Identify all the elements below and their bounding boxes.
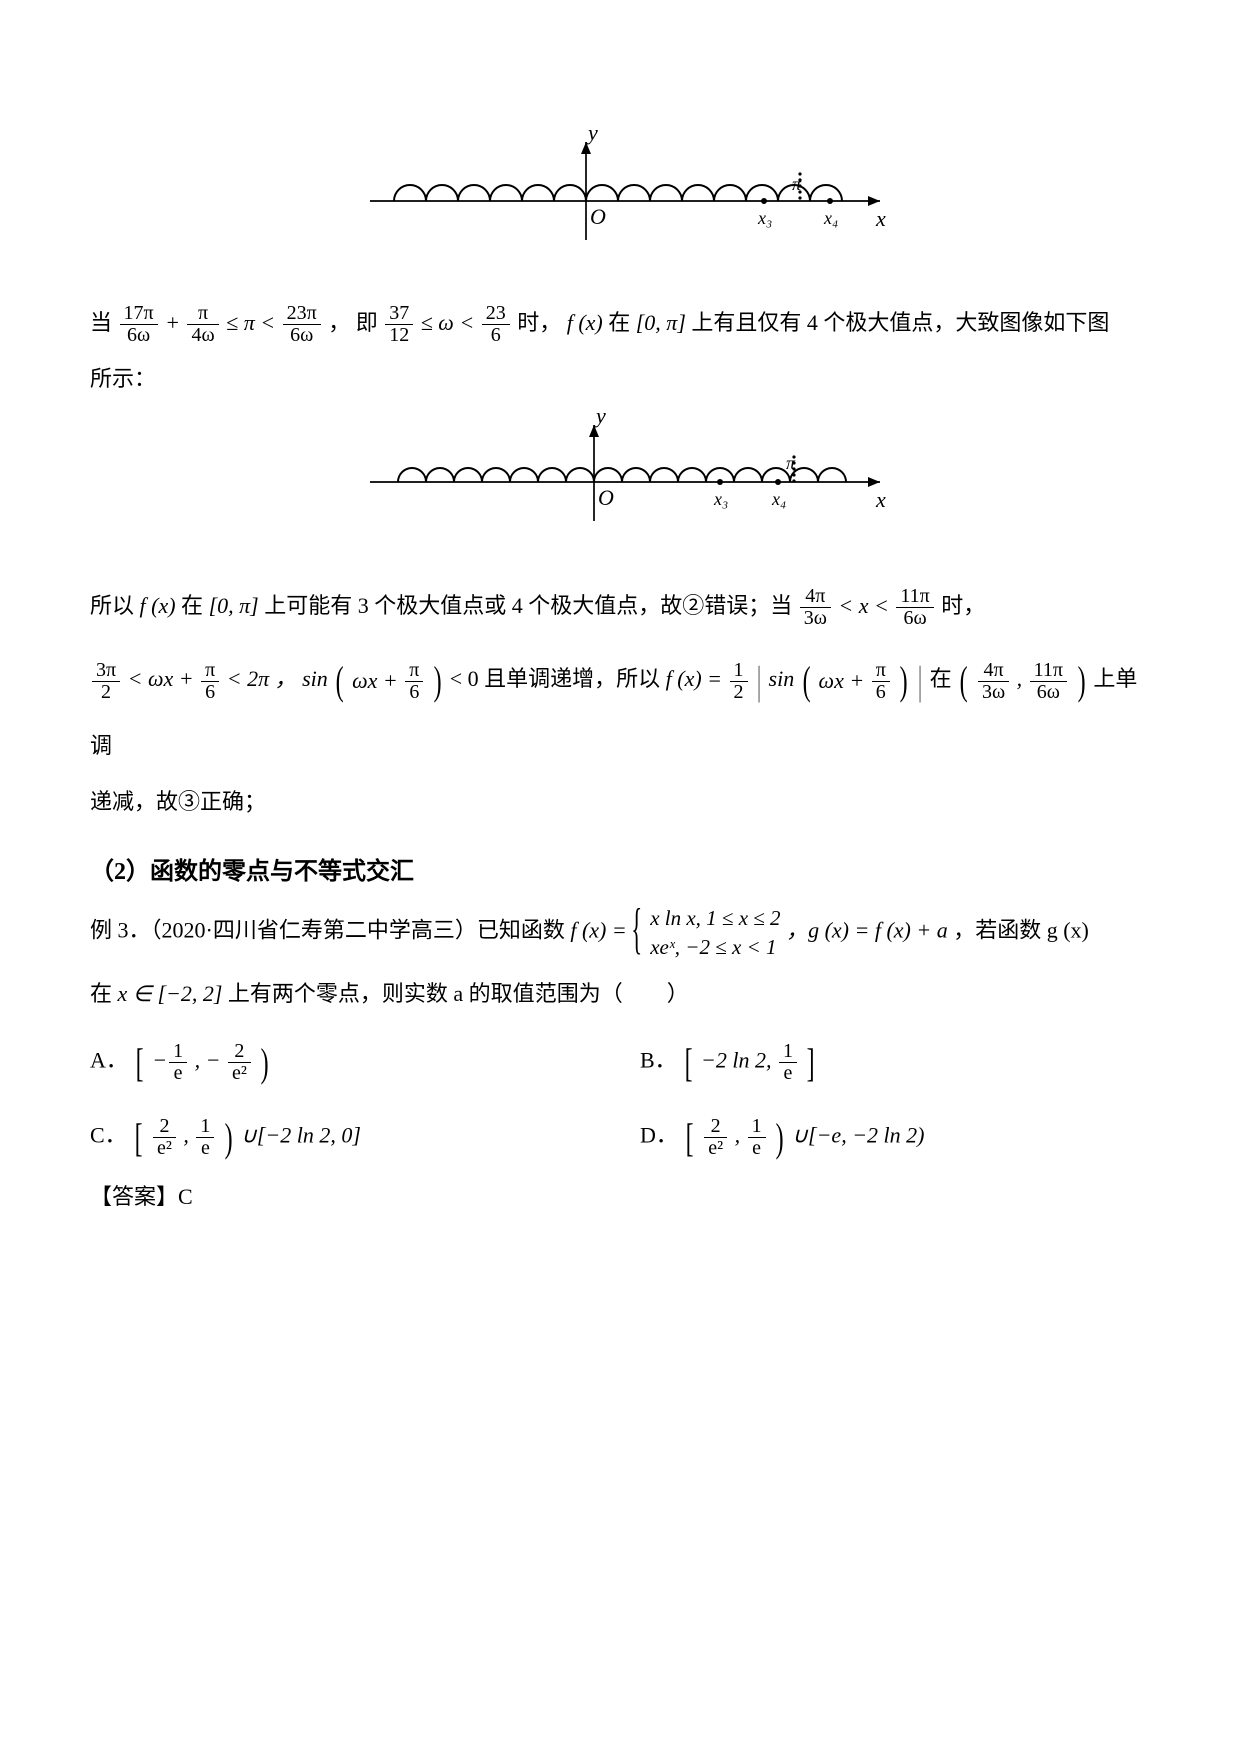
x3-label: x₃ xyxy=(757,208,772,228)
example-3-stem: 例 3．（2020·四川省仁寿第二中学高三）已知函数 f (x) = x ln … xyxy=(90,904,1150,961)
y-axis-label-2: y xyxy=(594,413,606,428)
y-axis-label: y xyxy=(586,130,598,145)
page: O y x x₃ x₄ π 当 17π6ω + π4ω ≤ π < 23π6ω … xyxy=(0,0,1240,1753)
graph-2: O y x x₃ x₄ π xyxy=(340,413,900,563)
choice-d: D． [ 2e² , 1e ) ∪[−e, −2 ln 2) xyxy=(640,1114,1150,1161)
origin-label-2: O xyxy=(598,485,614,510)
paragraph-1b: 所示： xyxy=(90,356,1150,402)
graph-1: O y x x₃ x₄ π xyxy=(340,130,900,280)
x4-label-2: x₄ xyxy=(771,489,786,509)
paragraph-3b: 递减，故③正确； xyxy=(90,779,1150,825)
pi-label-2: π xyxy=(786,453,796,473)
graph-1-container: O y x x₃ x₄ π xyxy=(90,130,1150,280)
piecewise: x ln x, 1 ≤ x ≤ 2 xeˣ, −2 ≤ x < 1 xyxy=(636,904,780,961)
graph-2-container: O y x x₃ x₄ π xyxy=(90,413,1150,563)
choices-grid: A． [ −1e , − 2e² ) B． [ −2 ln 2, 1e ] C．… xyxy=(90,1039,1150,1161)
paragraph-3: 3π2 < ωx + π6 < 2π ， sin ( ωx + π6 ) < 0… xyxy=(90,639,1150,769)
x3-label-2: x₃ xyxy=(713,489,728,509)
pi-label: π xyxy=(792,174,802,194)
origin-label: O xyxy=(590,204,606,229)
paragraph-2: 所以 f (x) 在 [0, π] 上可能有 3 个极大值点或 4 个极大值点，… xyxy=(90,583,1150,629)
p1-prefix: 当 xyxy=(90,310,118,335)
x-axis-label-2: x xyxy=(875,487,886,512)
section-heading-2: （2）函数的零点与不等式交汇 xyxy=(90,851,1150,886)
x-axis-label: x xyxy=(875,206,886,231)
x4-label: x₄ xyxy=(823,208,838,228)
paragraph-1: 当 17π6ω + π4ω ≤ π < 23π6ω ， 即 3712 ≤ ω <… xyxy=(90,300,1150,346)
answer-line: 【答案】C xyxy=(90,1179,1150,1211)
choice-a: A． [ −1e , − 2e² ) xyxy=(90,1039,600,1086)
choice-b: B． [ −2 ln 2, 1e ] xyxy=(640,1039,1150,1086)
example-3-line2: 在 x ∈ [−2, 2] 上有两个零点，则实数 a 的取值范围为（ ） xyxy=(90,971,1150,1017)
choice-c: C． [ 2e² , 1e ) ∪[−2 ln 2, 0] xyxy=(90,1114,600,1161)
